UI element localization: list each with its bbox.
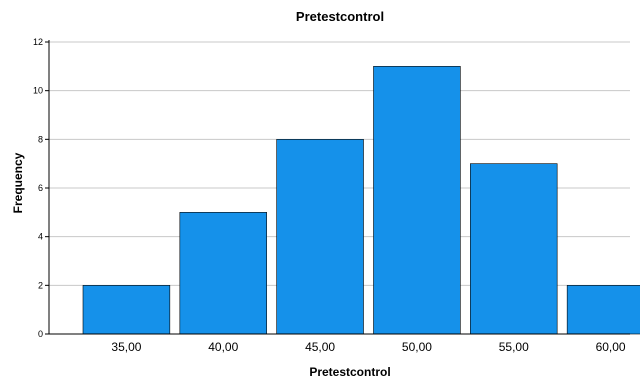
x-tick-label: 50,00 xyxy=(402,340,432,354)
y-tick-label: 12 xyxy=(33,37,43,47)
chart-title: Pretestcontrol xyxy=(296,9,384,24)
bars xyxy=(82,66,640,335)
y-tick-label: 8 xyxy=(38,134,43,144)
y-tick-label: 10 xyxy=(33,86,43,96)
y-tick-label: 2 xyxy=(38,280,43,290)
bar xyxy=(566,285,640,335)
x-tick-label: 40,00 xyxy=(208,340,238,354)
bar xyxy=(82,285,171,335)
x-tick-label: 55,00 xyxy=(499,340,529,354)
x-tick-label: 35,00 xyxy=(111,340,141,354)
bar xyxy=(470,163,558,335)
bar xyxy=(179,212,267,335)
bar xyxy=(373,66,461,335)
x-axis-label: Pretestcontrol xyxy=(309,365,390,379)
x-tick-label: 45,00 xyxy=(305,340,335,354)
x-tick-labels: 35,00 40,00 45,00 50,00 55,00 60,00 xyxy=(111,340,626,354)
y-tick-label: 0 xyxy=(38,329,43,339)
y-tick-labels: 0 2 4 6 8 10 12 xyxy=(33,37,43,339)
bar xyxy=(276,139,364,335)
x-tick-label: 60,00 xyxy=(596,340,626,354)
axes xyxy=(48,40,630,335)
y-axis-label: Frequency xyxy=(11,152,25,213)
y-tick-label: 6 xyxy=(38,183,43,193)
y-tick-label: 4 xyxy=(38,232,43,242)
